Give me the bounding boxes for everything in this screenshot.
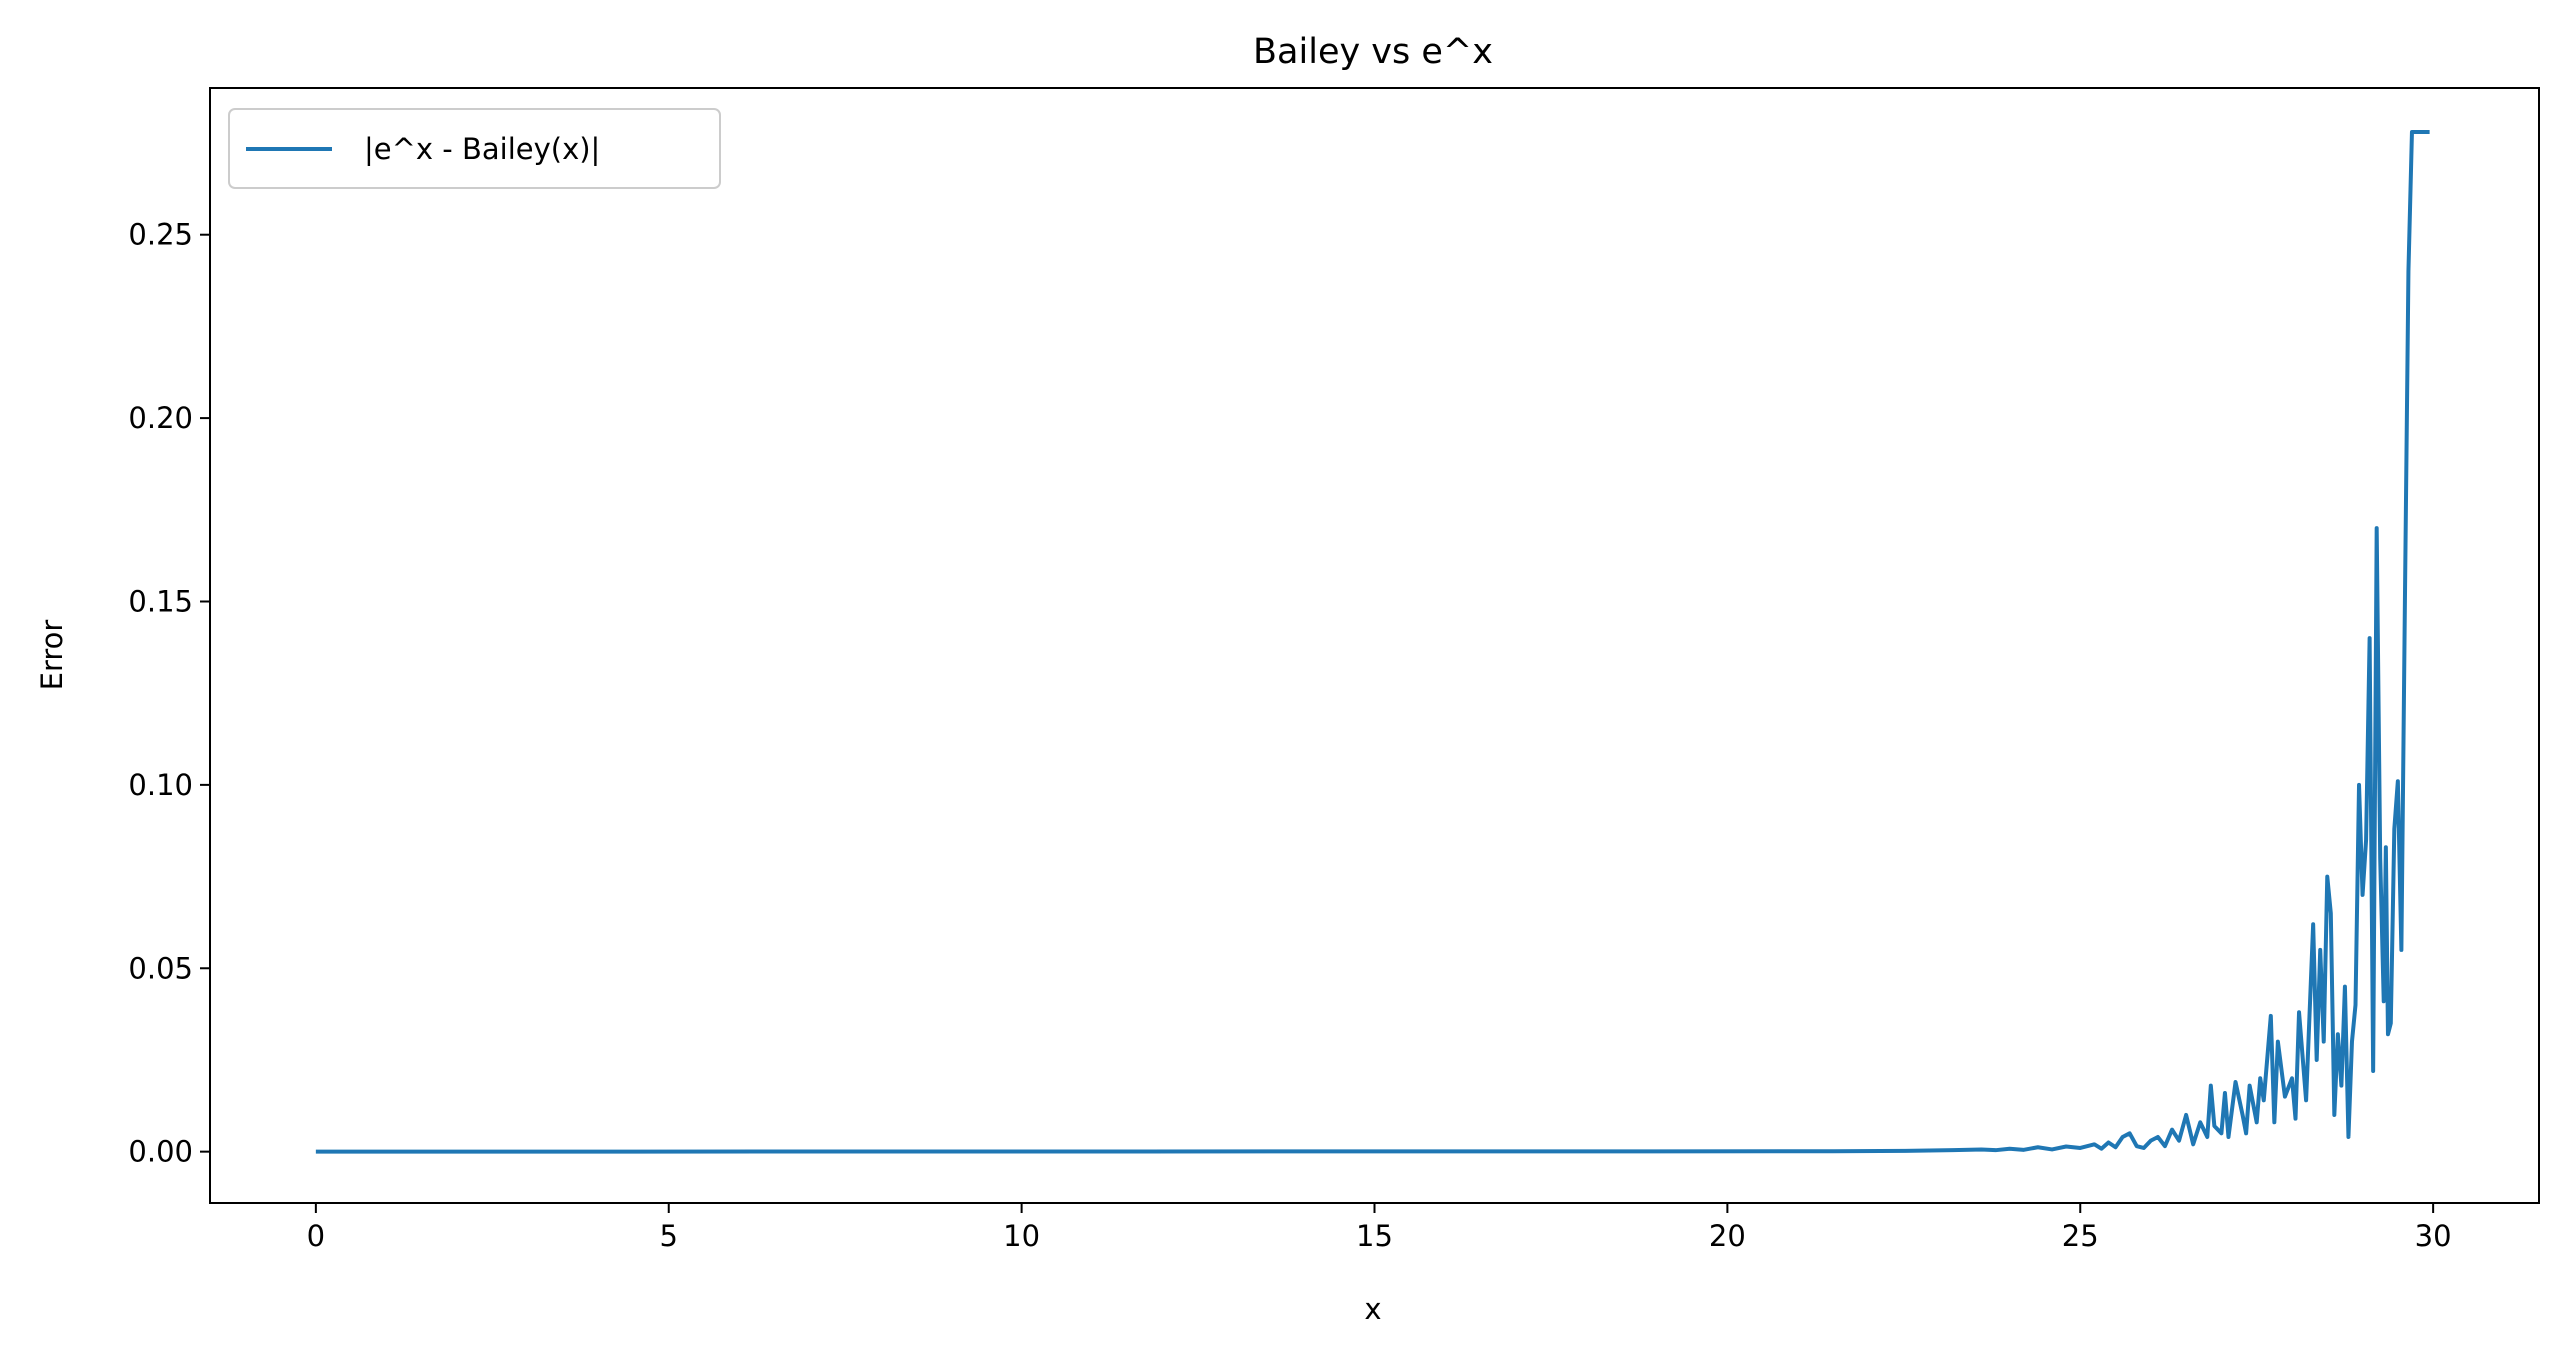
legend-label: |e^x - Bailey(x)| — [364, 132, 600, 166]
x-tick-label: 30 — [2415, 1219, 2452, 1253]
legend: |e^x - Bailey(x)| — [228, 108, 721, 189]
y-tick-label: 0.15 — [128, 584, 193, 618]
x-tick-label: 10 — [1003, 1219, 1040, 1253]
y-tick-label: 0.10 — [128, 768, 193, 802]
y-tick-label: 0.20 — [128, 401, 193, 435]
x-tick-label: 20 — [1709, 1219, 1746, 1253]
x-axis-label: x — [1364, 1292, 1381, 1326]
legend-box — [228, 108, 721, 189]
y-tick-label: 0.05 — [128, 951, 193, 985]
x-tick-label: 25 — [2062, 1219, 2099, 1253]
series-line-0 — [315, 130, 2430, 1154]
plot-frame — [209, 87, 2540, 1204]
x-tick-label: 0 — [307, 1219, 325, 1253]
y-tick-label: 0.25 — [128, 218, 193, 252]
x-tick-label: 15 — [1356, 1219, 1393, 1253]
y-axis-label: Error — [35, 620, 69, 691]
chart-title: Bailey vs e^x — [1253, 32, 1493, 72]
plot-area: 0 5 10 15 20 25 30 0.00 0.05 0.10 0.15 0.20 0.25 — [128, 87, 2540, 1253]
y-tick-label: 0.00 — [128, 1135, 193, 1169]
x-tick-label: 5 — [660, 1219, 678, 1253]
